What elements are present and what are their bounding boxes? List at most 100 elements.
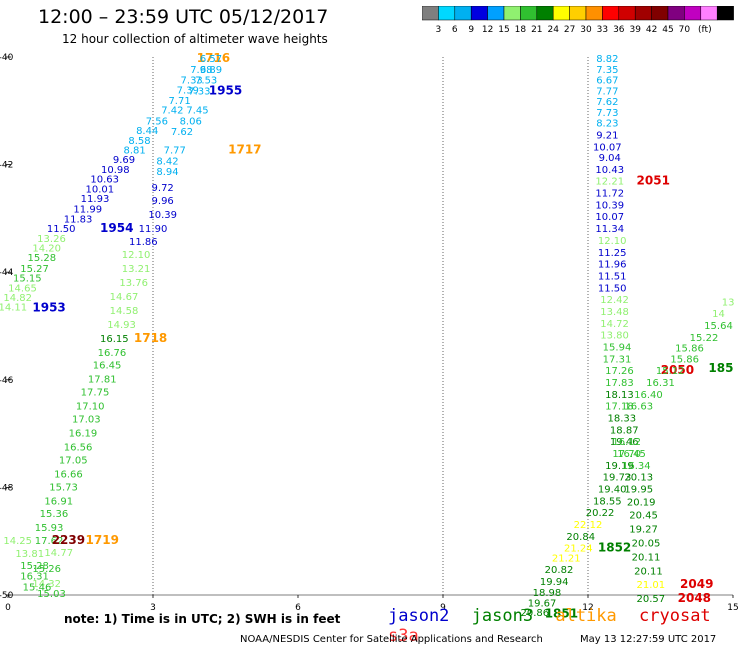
wave-height-point: 16.19 <box>69 429 98 440</box>
wave-height-point: 15.46 <box>23 582 52 593</box>
wave-height-point: 11.99 <box>73 205 102 216</box>
wave-height-point: 9.21 <box>596 130 618 141</box>
wave-height-point: 14.20 <box>32 243 61 254</box>
wave-height-point: 20.11 <box>634 566 663 577</box>
wave-height-point: 20.84 <box>566 532 595 543</box>
wave-height-point: 14.72 <box>600 319 629 330</box>
wave-height-point: 8.42 <box>156 156 178 167</box>
y-tick-label: -46 <box>0 376 14 386</box>
wave-height-point: 15.64 <box>704 321 733 332</box>
wave-height-point: 10.01 <box>86 184 115 195</box>
wave-height-point: 7.35 <box>596 65 618 76</box>
wave-height-point: 6.89 <box>200 65 222 76</box>
wave-height-point: 8.94 <box>156 167 178 178</box>
wave-height-point: 8.06 <box>180 116 202 127</box>
wave-height-point: 9.69 <box>113 155 135 166</box>
wave-height-point: 15.94 <box>603 342 632 353</box>
page-title: 12:00 – 23:59 UTC 05/12/2017 <box>38 6 329 28</box>
wave-height-point: 16.45 <box>93 361 122 372</box>
wave-height-point: 11.34 <box>595 224 624 235</box>
y-tick-label: -50 <box>0 591 14 601</box>
pass-time-label: 1953 <box>32 301 65 315</box>
wave-height-point: 7.45 <box>186 106 208 117</box>
wave-height-point: 17.83 <box>605 378 634 389</box>
wave-height-point: 18.33 <box>608 413 637 424</box>
legend-item-cryosat: cryosat <box>639 606 711 626</box>
wave-height-point: 15.22 <box>690 333 719 344</box>
pass-time-label: 2239 <box>52 533 85 547</box>
wave-height-point: 10.98 <box>101 165 130 176</box>
colorbar-label: (ft) <box>698 25 712 35</box>
wave-height-point: 7.33 <box>188 86 210 97</box>
wave-height-point: 13.76 <box>119 278 148 289</box>
wave-height-point: 11.25 <box>598 248 627 259</box>
colorbar-label: 9 <box>468 25 474 35</box>
legend-item-altika: altika <box>555 606 617 626</box>
wave-height-point: 13 <box>722 297 735 308</box>
wave-height-point: 16.12 <box>612 437 641 448</box>
wave-height-point: 21.01 <box>637 580 666 591</box>
wave-height-point: 12.42 <box>600 295 629 306</box>
wave-height-point: 7.42 <box>161 106 183 117</box>
wave-height-point: 11.86 <box>129 237 158 248</box>
wave-height-point: 14.11 <box>0 303 27 314</box>
wave-height-point: 11.50 <box>598 283 627 294</box>
wave-height-point: 15.27 <box>20 264 49 275</box>
colorbar-label: 24 <box>547 25 559 35</box>
wave-height-point: 16.31 <box>20 572 49 583</box>
wave-height-point: 21.21 <box>552 553 581 564</box>
wave-height-point: 11.51 <box>598 271 627 282</box>
pass-time-label: 1716 <box>197 51 230 65</box>
pass-time-label: 1718 <box>134 331 167 345</box>
wave-height-point: 12.10 <box>122 250 151 261</box>
wave-height-point: 7.39 <box>177 85 199 96</box>
wave-height-point: 16.40 <box>634 390 663 401</box>
wave-height-point: 11.50 <box>47 224 76 235</box>
footer-note: note: 1) Time is in UTC; 2) SWH is in fe… <box>64 612 341 626</box>
colorbar-label: 12 <box>482 25 493 35</box>
wave-height-point: 20.45 <box>629 510 658 521</box>
wave-height-point: 14.32 <box>32 579 61 590</box>
colorbar-label: 36 <box>613 25 625 35</box>
wave-height-point: 20.86 <box>521 608 550 619</box>
wave-height-point: 19.46 <box>610 437 639 448</box>
wave-height-point: 11.96 <box>598 260 627 271</box>
x-tick-label: 3 <box>150 603 156 613</box>
wave-height-point: 10.63 <box>90 175 119 186</box>
wave-height-point: 20.82 <box>545 565 574 576</box>
wave-height-point: 17.05 <box>59 455 88 466</box>
wave-height-point: 13.81 <box>15 549 44 560</box>
wave-height-point: 15.36 <box>40 509 69 520</box>
wave-height-point: 12.21 <box>595 177 624 188</box>
wave-height-point: 16.56 <box>64 443 93 454</box>
wave-height-point: 6.57 <box>200 54 222 65</box>
wave-height-point: 13.80 <box>600 331 629 342</box>
pass-time-label: 2049 <box>680 577 713 591</box>
wave-height-point: 8.81 <box>124 146 146 157</box>
wave-height-point: 18.98 <box>533 588 562 599</box>
wave-height-point: 17.10 <box>76 402 105 413</box>
wave-height-point: 19.73 <box>603 473 632 484</box>
wave-height-point: 17.31 <box>603 354 632 365</box>
wave-height-point: 16.34 <box>622 461 651 472</box>
wave-height-point: 15.15 <box>13 274 42 285</box>
wave-height-point: 7.62 <box>596 97 618 108</box>
wave-height-point: 14.65 <box>8 283 37 294</box>
wave-height-point: 18.55 <box>593 496 622 507</box>
wave-height-point: 6.67 <box>596 76 618 87</box>
pass-time-label: 1719 <box>86 533 119 547</box>
wave-height-point: 8.58 <box>128 136 150 147</box>
wave-height-point: 17.62 <box>35 536 64 547</box>
wave-height-point: 11.90 <box>139 224 168 235</box>
wave-height-point: 14.58 <box>110 306 139 317</box>
wave-height-point: 17.70 <box>612 449 641 460</box>
wave-height-point: 11.72 <box>595 189 624 200</box>
wave-height-point: 15.26 <box>32 564 61 575</box>
wave-height-point: 15.86 <box>670 354 699 365</box>
wave-height-point: 14.67 <box>110 292 139 303</box>
x-tick-label: 6 <box>295 603 301 613</box>
wave-height-point: 10.07 <box>593 142 622 153</box>
wave-height-point: 20.05 <box>632 538 661 549</box>
wave-height-point: 8.82 <box>596 54 618 65</box>
wave-height-point: 9.72 <box>152 183 174 194</box>
